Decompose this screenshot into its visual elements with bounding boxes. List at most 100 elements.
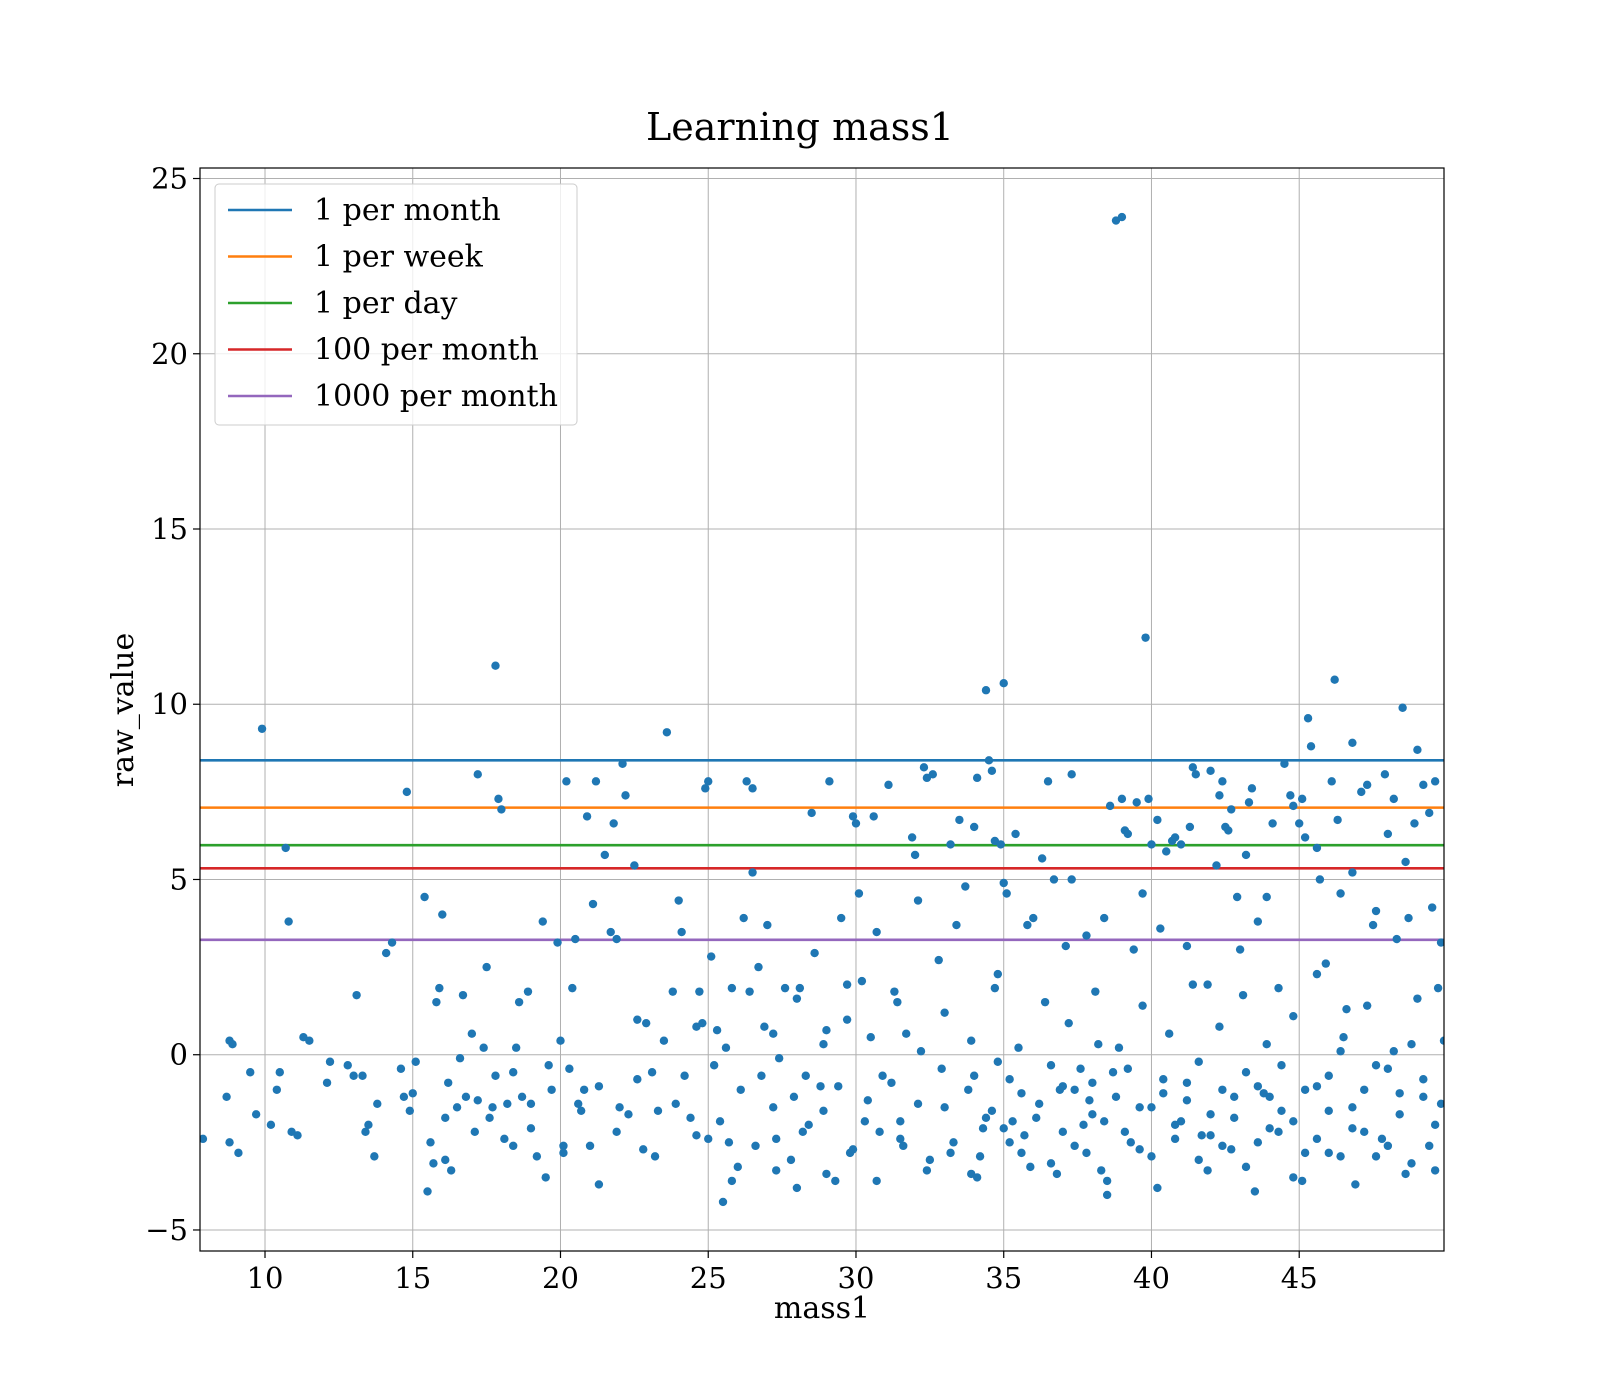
grid-lines <box>200 168 1444 1251</box>
data-point <box>411 1057 420 1066</box>
data-point <box>902 1029 911 1038</box>
data-point <box>485 1113 494 1123</box>
data-point <box>1315 875 1325 884</box>
data-point <box>1312 969 1322 979</box>
data-point <box>1241 850 1251 860</box>
data-point <box>919 763 929 772</box>
data-point <box>1324 1148 1333 1158</box>
data-point <box>612 1127 621 1137</box>
data-point <box>618 759 627 769</box>
data-point <box>704 777 713 786</box>
data-point <box>1046 1159 1056 1168</box>
data-point <box>1241 1068 1251 1077</box>
data-point <box>1348 868 1357 877</box>
y-tick-label: 20 <box>151 337 188 371</box>
data-point <box>538 917 547 926</box>
data-point <box>1014 1043 1023 1052</box>
data-point <box>1082 1148 1091 1158</box>
data-point <box>1067 875 1076 884</box>
data-point <box>934 955 943 965</box>
data-point <box>834 1082 843 1091</box>
y-axis-label: raw_value <box>106 633 141 787</box>
data-point <box>1067 770 1076 779</box>
data-point <box>1274 983 1283 993</box>
data-point <box>887 1078 896 1087</box>
data-point <box>325 1057 335 1066</box>
data-point <box>1289 1173 1298 1182</box>
data-point <box>1419 1075 1428 1084</box>
data-point <box>1147 1152 1156 1161</box>
data-point <box>1188 980 1198 989</box>
data-point <box>473 1096 482 1105</box>
data-point <box>1235 945 1245 954</box>
data-point <box>1135 1145 1144 1154</box>
data-point <box>860 1117 870 1126</box>
data-point <box>1401 1169 1410 1179</box>
data-point <box>1368 920 1378 930</box>
data-point <box>1046 1061 1056 1070</box>
data-point <box>955 815 964 825</box>
data-point <box>1262 892 1271 902</box>
data-point <box>978 1124 988 1133</box>
data-point <box>801 1071 810 1080</box>
data-point <box>701 784 710 793</box>
data-point <box>1230 1092 1239 1101</box>
data-point <box>792 994 802 1003</box>
data-point <box>1159 1075 1168 1084</box>
data-point <box>1102 1190 1112 1200</box>
data-point <box>322 1078 332 1087</box>
data-point <box>1289 1011 1298 1021</box>
data-point <box>1153 1183 1162 1193</box>
data-point <box>1215 1022 1224 1031</box>
data-point <box>1295 819 1304 828</box>
data-point <box>234 1148 243 1158</box>
data-point <box>848 1145 858 1154</box>
data-point <box>748 868 757 877</box>
data-point <box>1156 924 1165 933</box>
data-point <box>1227 1145 1236 1154</box>
data-point <box>910 850 920 860</box>
data-point <box>509 1068 518 1077</box>
data-point <box>1176 840 1186 849</box>
data-point <box>228 1040 237 1049</box>
data-point <box>745 987 754 996</box>
data-point <box>816 1082 825 1091</box>
data-point <box>819 1040 828 1049</box>
legend-label: 100 per month <box>314 333 539 368</box>
data-point <box>585 1141 595 1151</box>
legend: 1 per month 1 per week 1 per day 100 per mo… <box>214 183 578 426</box>
data-point <box>1404 913 1413 923</box>
data-point <box>1357 787 1366 797</box>
data-point <box>1070 1141 1079 1151</box>
data-point <box>842 980 852 989</box>
data-point <box>1120 1127 1130 1137</box>
data-point <box>1058 1127 1068 1137</box>
x-tick-label: 15 <box>394 1261 431 1295</box>
data-point <box>1079 1120 1088 1130</box>
data-point <box>1306 742 1316 751</box>
data-point <box>473 770 482 779</box>
data-point <box>854 889 864 898</box>
data-point <box>200 1134 208 1144</box>
data-point <box>461 1092 471 1101</box>
data-point <box>1430 777 1440 786</box>
data-point <box>405 1106 414 1116</box>
data-point <box>999 679 1008 688</box>
data-point <box>739 913 748 923</box>
data-point <box>1026 1162 1035 1172</box>
data-point <box>981 686 991 695</box>
data-point <box>606 927 615 937</box>
data-point <box>1218 777 1227 786</box>
data-point <box>544 1061 553 1070</box>
x-tick-label: 35 <box>985 1261 1022 1295</box>
data-point <box>1232 892 1242 902</box>
data-point <box>1017 1148 1026 1158</box>
data-point <box>1348 1124 1357 1133</box>
data-point <box>940 1008 949 1017</box>
data-point <box>1277 1061 1286 1070</box>
data-point <box>1094 1040 1103 1049</box>
data-point <box>284 917 293 926</box>
data-point <box>1123 829 1133 839</box>
data-point <box>1407 1040 1416 1049</box>
data-point <box>996 840 1005 849</box>
